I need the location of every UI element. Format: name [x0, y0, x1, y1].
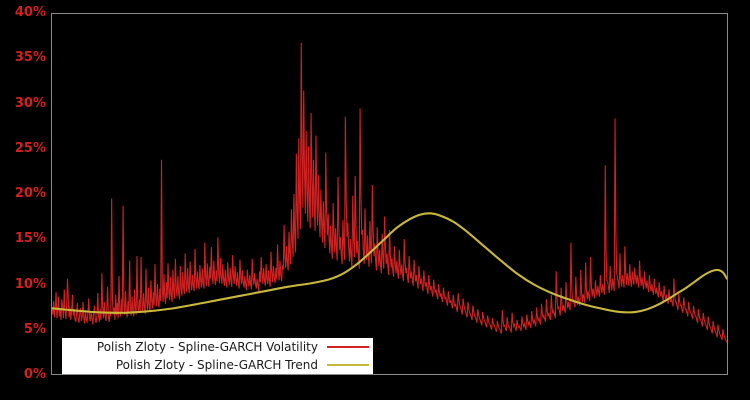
y-axis-tick-label: 5%: [23, 321, 46, 337]
chart-legend: Polish Zloty - Spline-GARCH Volatility P…: [62, 338, 373, 374]
y-axis-tick-label: 15%: [14, 231, 46, 247]
y-axis-tick-label: 30%: [14, 95, 46, 111]
legend-label-trend: Polish Zloty - Spline-GARCH Trend: [115, 358, 318, 372]
legend-label-volatility: Polish Zloty - Spline-GARCH Volatility: [96, 340, 318, 354]
trend-series-line: [52, 212, 727, 314]
y-axis: 40% 35% 30% 25% 20% 15% 10% 5% 0%: [0, 0, 46, 400]
legend-entry-volatility: Polish Zloty - Spline-GARCH Volatility: [62, 338, 373, 356]
y-axis-tick-label: 10%: [14, 276, 46, 292]
y-axis-tick-label: 0%: [23, 367, 46, 382]
y-axis-tick-label: 35%: [14, 50, 46, 66]
series-plot: [52, 42, 727, 343]
legend-swatch-volatility-icon: [327, 346, 369, 348]
legend-swatch-trend-icon: [327, 364, 369, 366]
plot-area: [51, 13, 728, 375]
y-axis-tick-label: 20%: [14, 186, 46, 201]
legend-entry-trend: Polish Zloty - Spline-GARCH Trend: [62, 356, 373, 374]
volatility-series-line: [52, 42, 727, 343]
y-axis-tick-label: 40%: [14, 5, 46, 20]
y-axis-tick-label: 25%: [14, 140, 46, 156]
